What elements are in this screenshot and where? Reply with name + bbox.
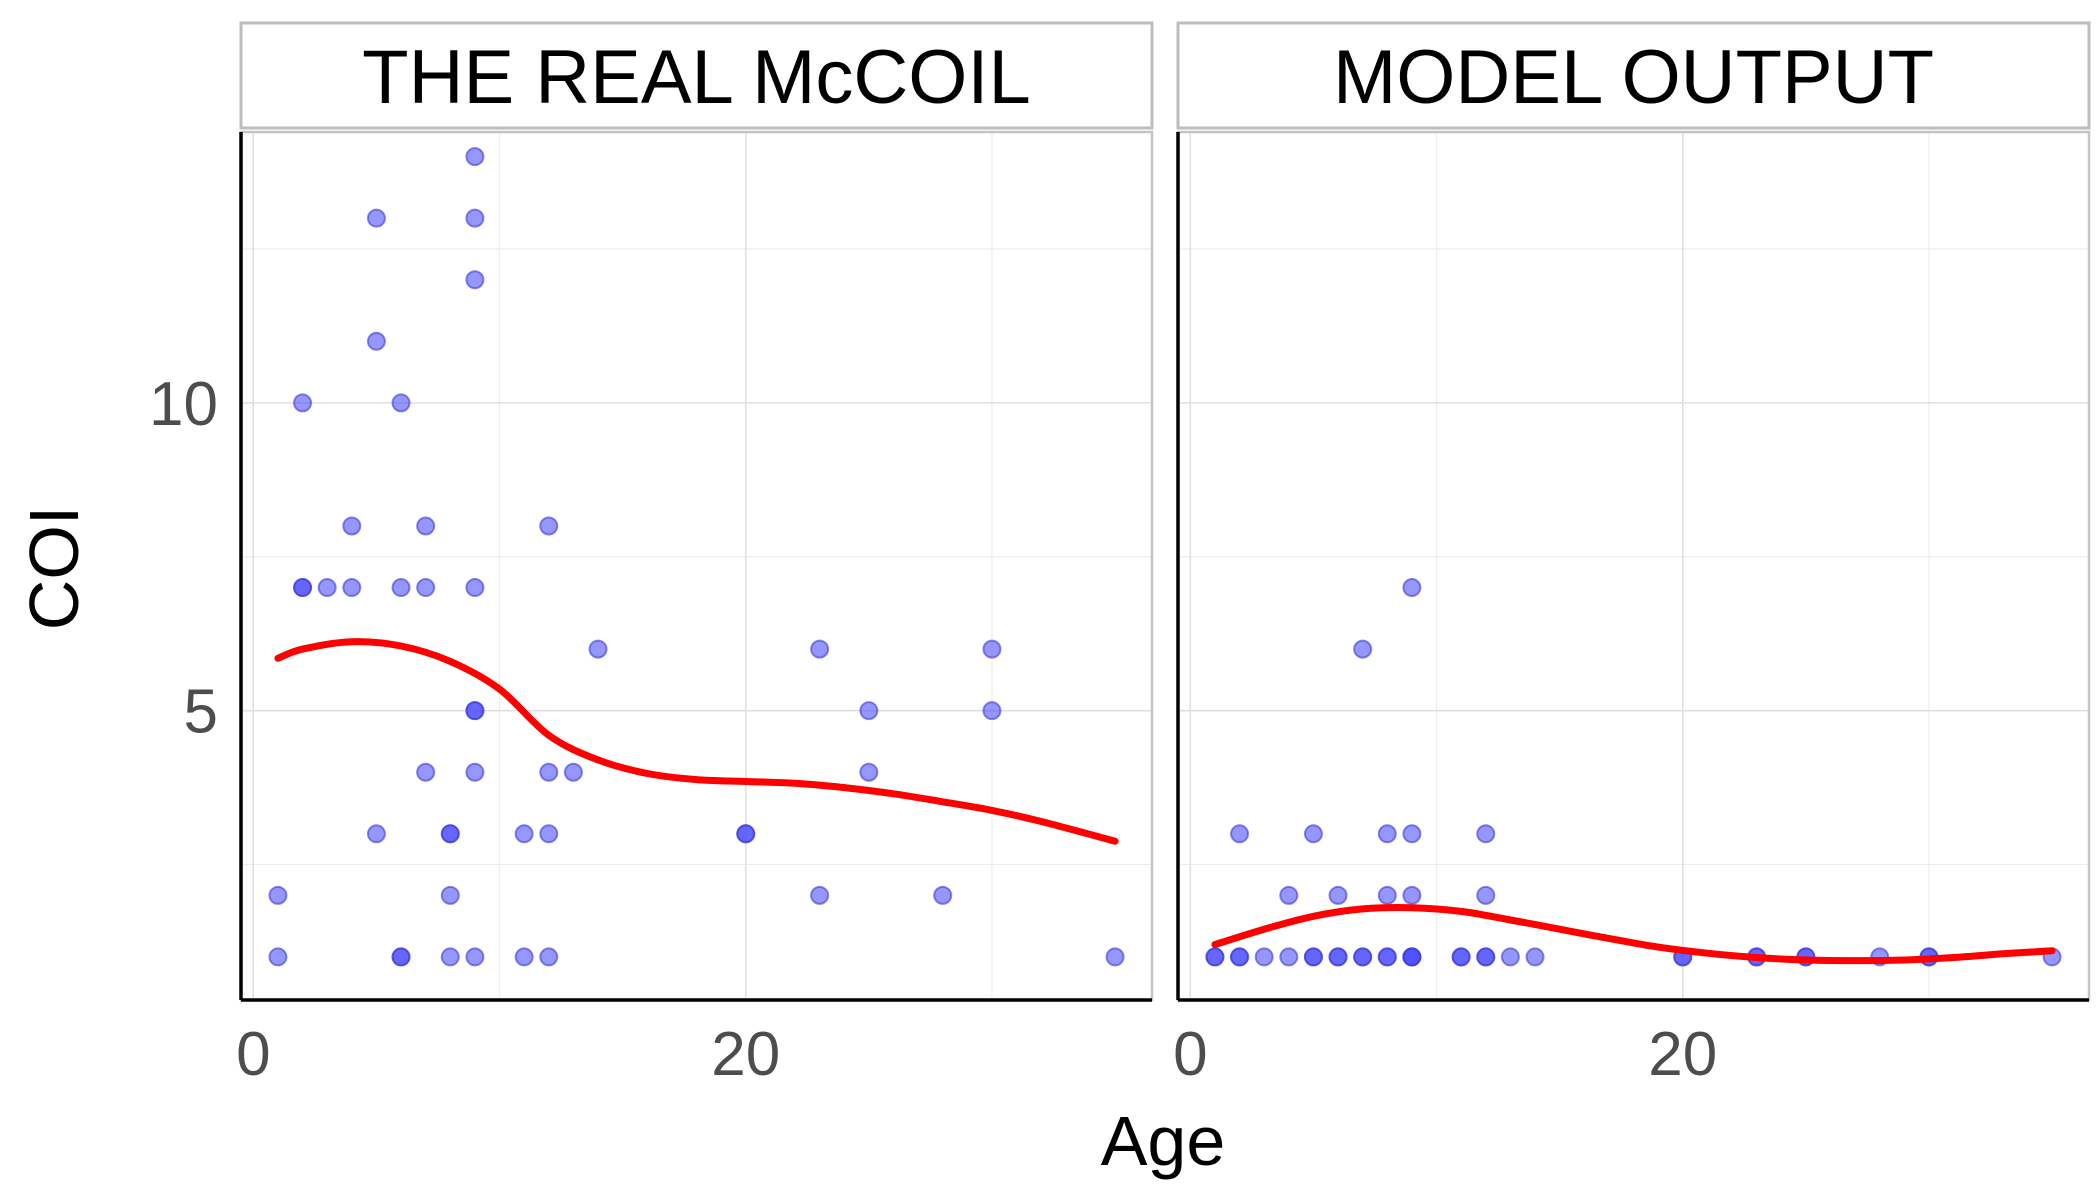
x-tick-label-0: 0 [236,1020,270,1089]
data-point [342,516,362,536]
data-point [810,639,830,659]
data-point [465,762,485,782]
data-point [1328,885,1348,905]
x-tick-label-1: 20 [1648,1020,1717,1089]
data-point [1377,947,1397,967]
x-tick-label-1: 20 [711,1020,780,1089]
panel-border [1176,130,2091,1002]
data-point [293,393,313,413]
data-point [1230,824,1250,844]
data-point [1303,947,1323,967]
data-point [1105,947,1125,967]
data-point [539,762,559,782]
data-point [1205,947,1225,967]
data-point [465,208,485,228]
smooth-trend-line [1211,903,2056,965]
data-point [293,578,313,598]
data-point [366,208,386,228]
data-point [1353,947,1373,967]
data-point [366,331,386,351]
data-point [440,947,460,967]
data-point [342,578,362,598]
data-point [1402,824,1422,844]
data-point [465,270,485,290]
y-tick-label-1: 10 [149,370,218,439]
panel-1: THE REAL McCOIL 0 20 [236,21,1154,1089]
data-point [268,947,288,967]
data-point [268,885,288,905]
data-point [1476,824,1496,844]
data-point [1230,947,1250,967]
panel-title: MODEL OUTPUT [1333,35,1934,120]
data-point [1525,947,1545,967]
data-point [1500,947,1520,967]
data-point [539,947,559,967]
data-point [1377,824,1397,844]
smooth-trend-line [274,638,1119,845]
data-point [1476,885,1496,905]
data-point [391,578,411,598]
data-point [933,885,953,905]
data-point [982,639,1002,659]
data-point [982,701,1002,721]
data-point [416,516,436,536]
data-point [810,885,830,905]
data-point [1402,947,1422,967]
data-point [391,947,411,967]
data-point [1451,947,1471,967]
x-axis-title: Age [1101,1102,1226,1180]
data-point [1402,578,1422,598]
data-point [1254,947,1274,967]
panel-2: MODEL OUTPUT 0 20 [1173,21,2091,1089]
data-point [416,762,436,782]
data-point [465,701,485,721]
x-tick-label-0: 0 [1173,1020,1207,1089]
data-point [1402,885,1422,905]
data-point [736,824,756,844]
data-point [391,393,411,413]
data-point [465,947,485,967]
data-point [859,762,879,782]
data-point [1353,639,1373,659]
data-point [1279,885,1299,905]
data-point [588,639,608,659]
data-point [539,516,559,536]
data-point [859,701,879,721]
data-point [416,578,436,598]
data-point [366,824,386,844]
panel-strip [1176,21,2091,130]
data-point [440,824,460,844]
data-point [317,578,337,598]
data-point [514,947,534,967]
panel-title: THE REAL McCOIL [362,35,1031,120]
data-point [465,147,485,167]
data-point [465,578,485,598]
y-tick-label-0: 5 [184,678,218,747]
panels-layer: 5 10 THE REAL McCOIL 0 20 MODEL OUTPUT 0 20 [149,21,2091,1089]
data-point [563,762,583,782]
data-point [1279,947,1299,967]
data-point [1476,947,1496,967]
panel-border [239,130,1154,1002]
y-axis-title: COI [15,506,93,630]
data-point [1303,824,1323,844]
data-point [1328,947,1348,967]
data-point [514,824,534,844]
data-point [1377,885,1397,905]
data-point [539,824,559,844]
data-point [440,885,460,905]
panel-strip [239,21,1154,130]
